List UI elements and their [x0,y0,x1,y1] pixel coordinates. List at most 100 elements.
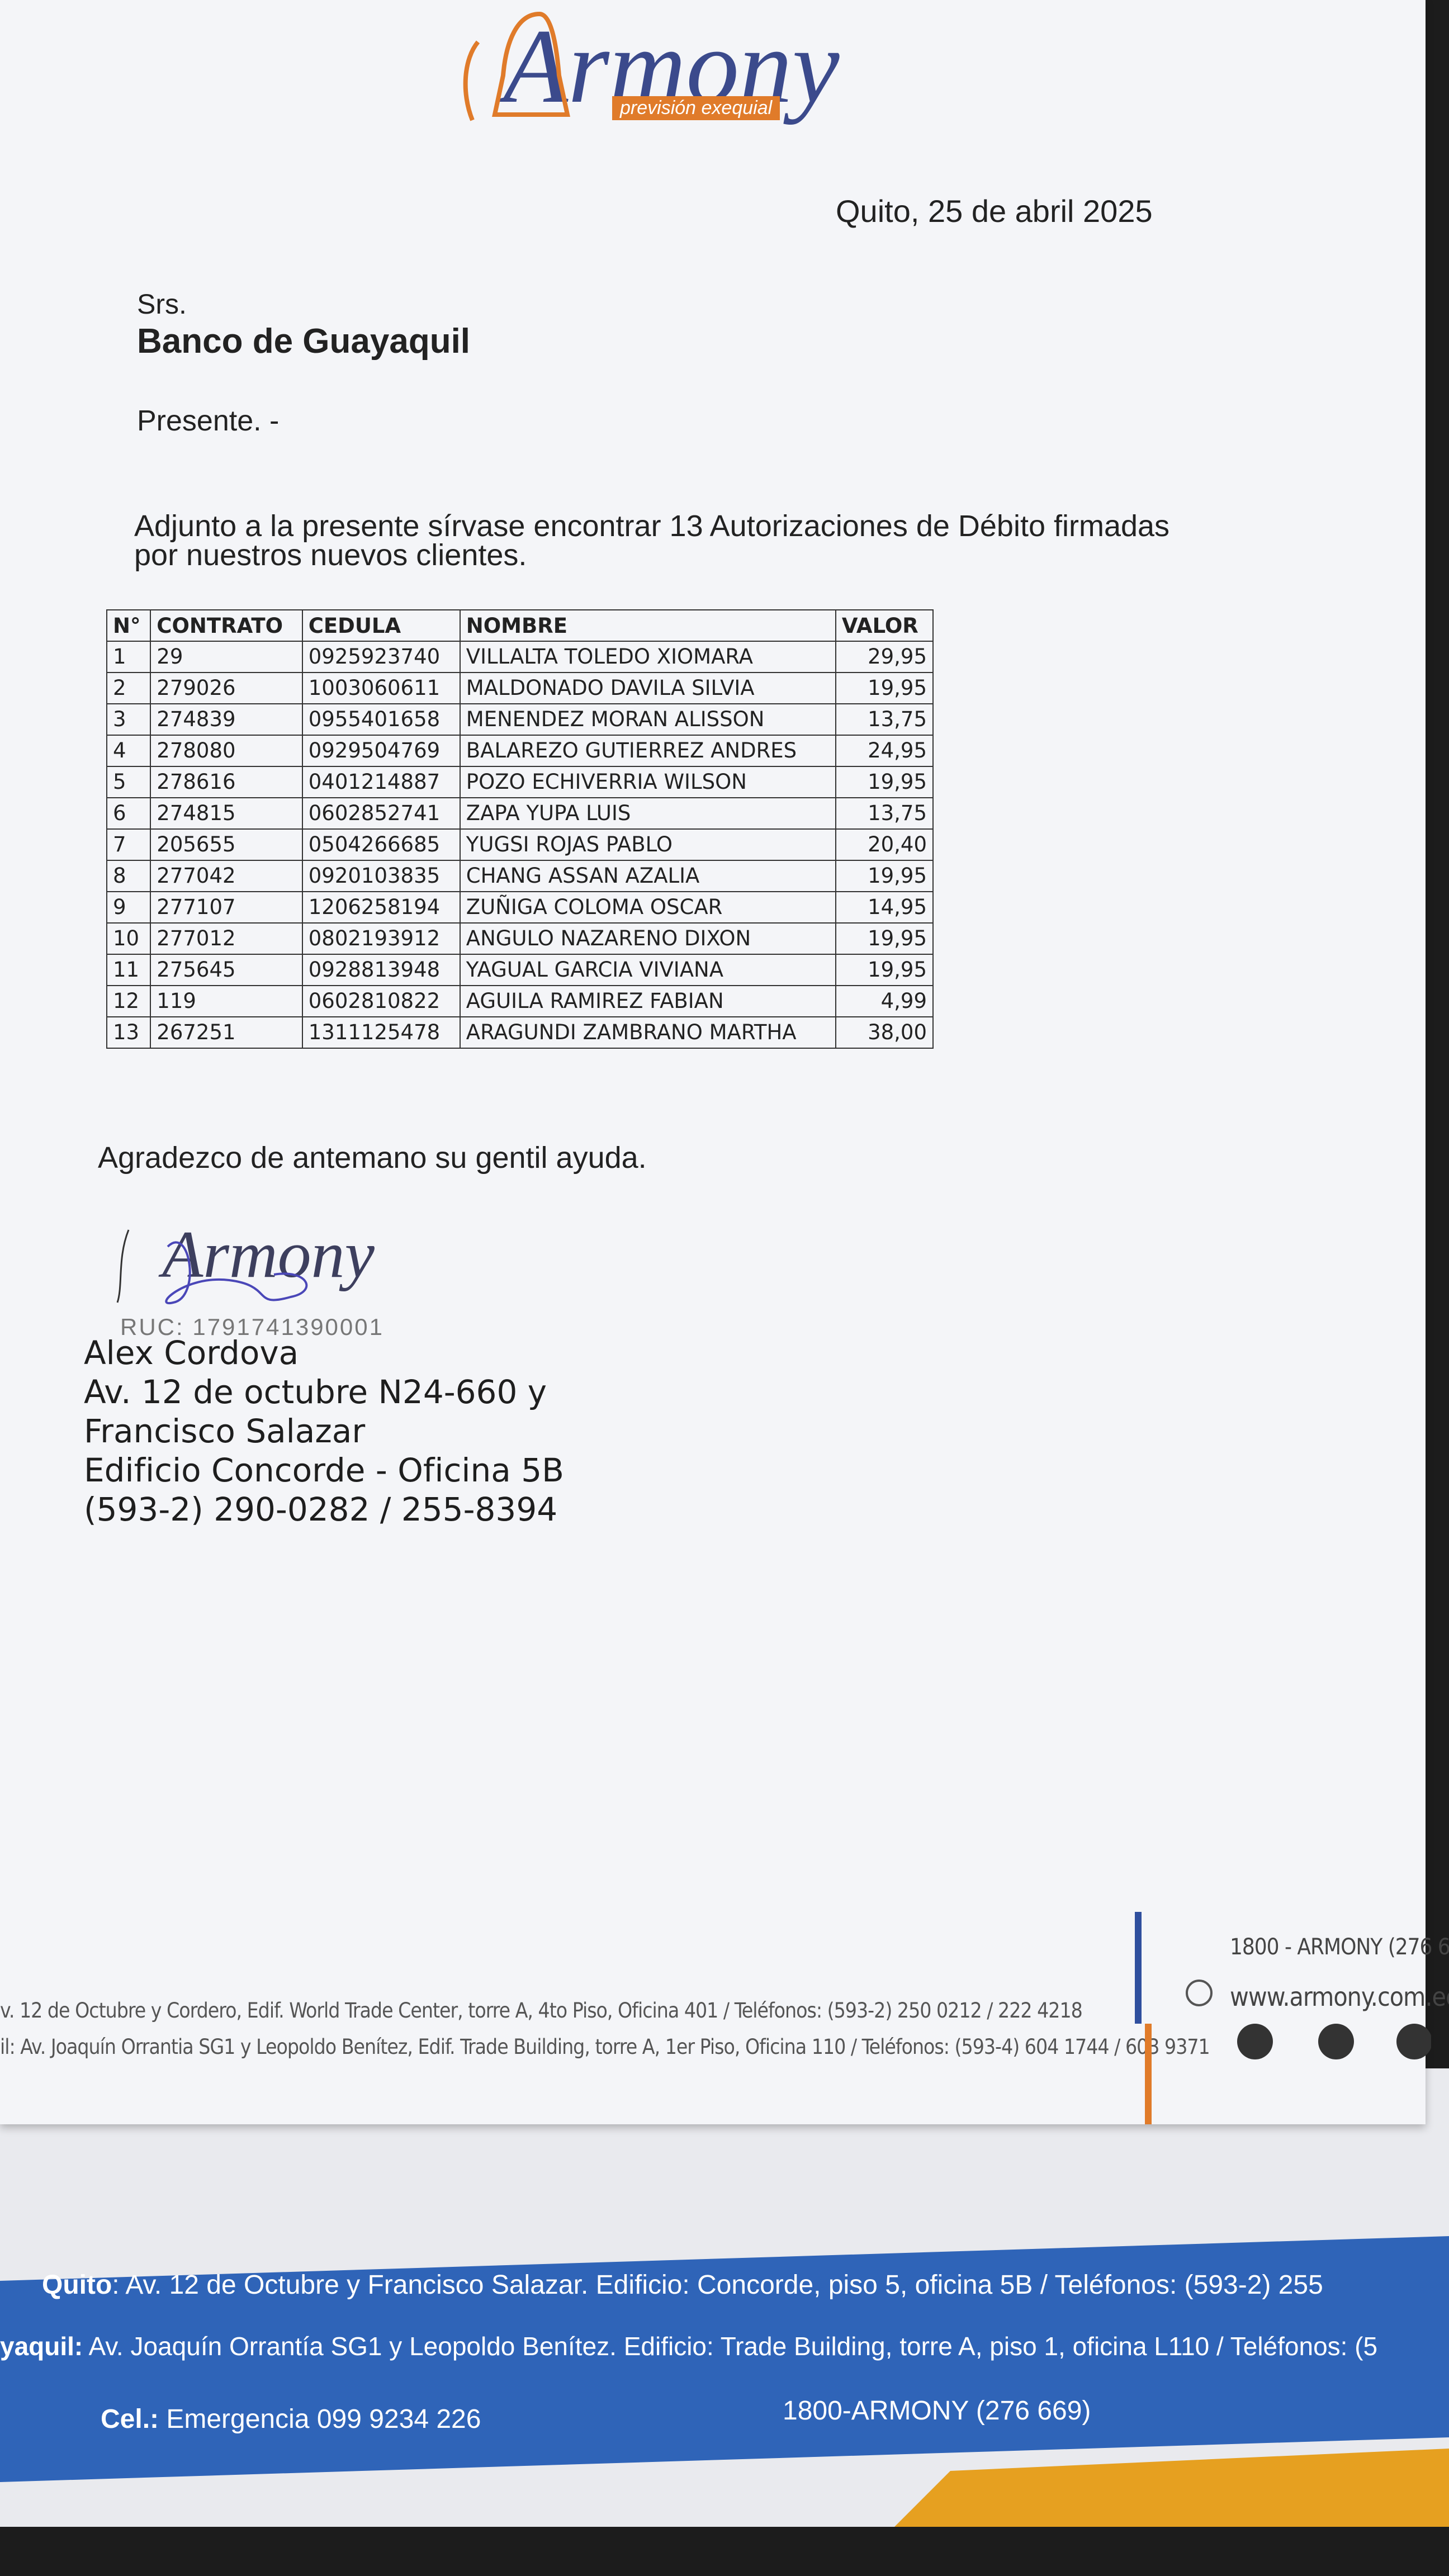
table-cell: YAGUAL GARCIA VIVIANA [459,954,836,986]
band-line: Cel.: Emergencia 099 9234 226 [101,2404,481,2435]
table-cell: 13 [106,1016,151,1049]
table-cell: 277042 [150,860,303,892]
table-cell: 12 [106,985,151,1017]
table-cell: ANGULO NAZARENO DIXON [459,922,836,955]
table-cell: POZO ECHIVERRIA WILSON [459,766,836,798]
table-header: N° CONTRATO CEDULA NOMBRE VALOR [106,609,934,642]
band-text: Emergencia 099 9234 226 [159,2404,481,2434]
orange-rule [1145,2024,1152,2124]
table-cell: 5 [106,766,151,798]
table-cell: 13,75 [835,703,934,736]
orange-band [894,2449,1449,2527]
table-row: 8 277042 0920103835 CHANG ASSAN AZALIA 19,95 [106,860,934,892]
band-line: yaquil: Av. Joaquín Orrantía SG1 y Leopo… [0,2331,1377,2361]
table-row: 9 277107 1206258194 ZUÑIGA COLOMA OSCAR 14,9… [106,891,934,924]
table-cell: 20,40 [835,828,934,861]
table-cell: 279026 [150,672,303,704]
table-row: 3 274839 0955401658 MENENDEZ MORAN ALISSON 1… [106,703,934,736]
signature-line: Av. 12 de octubre N24-660 y [84,1373,547,1411]
table-cell: 8 [106,860,151,892]
table-cell: 274815 [150,797,303,830]
column-header: VALOR [835,609,934,642]
table-cell: 1206258194 [301,891,461,924]
table-cell: 4,99 [835,985,934,1017]
table-row: 10 277012 0802193912 ANGULO NAZARENO DIXON 1… [106,922,934,955]
table-cell: 13,75 [835,797,934,830]
table-cell: YUGSI ROJAS PABLO [459,828,836,861]
table-cell: 277012 [150,922,303,955]
blue-rule [1135,1912,1142,2024]
table-cell: 0504266685 [301,828,461,861]
table-cell: 278080 [150,735,303,767]
date: Quito, 25 de abril 2025 [836,193,1153,229]
table-cell: BALAREZO GUTIERREZ ANDRES [459,735,836,767]
column-header: NOMBRE [459,609,836,642]
table-cell: 4 [106,735,151,767]
table-cell: 24,95 [835,735,934,767]
table-cell: 19,95 [835,672,934,704]
table-cell: 6 [106,797,151,830]
footer-phone: 1800 - ARMONY (276 669) [1230,1934,1449,1960]
table-cell: 278616 [150,766,303,798]
table-cell: 0802193912 [301,922,461,955]
table-cell: 29,95 [835,641,934,673]
band-label: yaquil: [0,2332,83,2361]
stamp-brand: Armony [162,1217,375,1291]
table-cell: 7 [106,828,151,861]
clients-table: N° CONTRATO CEDULA NOMBRE VALOR 1 29 092592374… [106,609,934,1049]
table-cell: 205655 [150,828,303,861]
table-cell: 38,00 [835,1016,934,1049]
table-cell: MALDONADO DAVILA SILVIA [459,672,836,704]
table-cell: 0602810822 [301,985,461,1017]
blue-band [0,2236,1449,2482]
signature-scribble [116,1229,308,1305]
table-row: 5 278616 0401214887 POZO ECHIVERRIA WILSON 1… [106,766,934,798]
table-cell: 19,95 [835,954,934,986]
table-cell: 19,95 [835,860,934,892]
table-cell: 1 [106,641,151,673]
table-cell: ZAPA YUPA LUIS [459,797,836,830]
salutation: Srs. [137,288,187,320]
logo-tagline: previsión exequial [612,96,780,120]
column-header: N° [106,609,151,642]
table-cell: 119 [150,985,303,1017]
table-cell: 275645 [150,954,303,986]
logo-bell [463,11,570,121]
table-cell: 2 [106,672,151,704]
table-cell: 9 [106,891,151,924]
stamp-ruc: RUC: 1791741390001 [120,1314,384,1340]
footer-web: www.armony.com.ec [1230,1982,1449,2012]
table-cell: 19,95 [835,922,934,955]
table-cell: 11 [106,954,151,986]
table-row: 12 119 0602810822 AGUILA RAMIREZ FABIAN 4,99 [106,985,934,1017]
table-row: 7 205655 0504266685 YUGSI ROJAS PABLO 20,40 [106,828,934,861]
table-cell: 274839 [150,703,303,736]
band-phone: 1800-ARMONY (276 669) [783,2396,1091,2426]
table-row: 6 274815 0602852741 ZAPA YUPA LUIS 13,75 [106,797,934,830]
table-cell: 0955401658 [301,703,461,736]
letter-page: Armony previsión exequial Quito, 25 de a… [0,0,1449,2124]
table-row: 13 267251 1311125478 ARAGUNDI ZAMBRANO MART… [106,1016,934,1049]
table-cell: ARAGUNDI ZAMBRANO MARTHA [459,1016,836,1049]
table-cell: 1311125478 [301,1016,461,1049]
footer-address: v. 12 de Octubre y Cordero, Edif. World … [0,1999,1083,2023]
closing: Agradezco de antemano su gentil ayuda. [98,1141,647,1175]
band-line: Quito: Av. 12 de Octubre y Francisco Sal… [42,2270,1323,2300]
presente: Presente. - [137,405,280,437]
second-page: Quito: Av. 12 de Octubre y Francisco Sal… [0,2068,1449,2527]
table-cell: VILLALTA TOLEDO XIOMARA [459,641,836,673]
column-header: CONTRATO [150,609,303,642]
table-cell: 0929504769 [301,735,461,767]
table-cell: 0401214887 [301,766,461,798]
band-label: Quito [42,2270,112,2300]
table-row: 11 275645 0928813948 YAGUAL GARCIA VIVIANA 1… [106,954,934,986]
band-text: Av. Joaquín Orrantía SG1 y Leopoldo Bení… [83,2332,1378,2361]
table-cell: 267251 [150,1016,303,1049]
column-header: CEDULA [301,609,461,642]
table-cell: 0928813948 [301,954,461,986]
contact-icons [1186,1980,1431,2059]
signature-line: Francisco Salazar [84,1412,366,1450]
band-text: : Av. 12 de Octubre y Francisco Salazar.… [112,2270,1323,2300]
table-cell: 277107 [150,891,303,924]
